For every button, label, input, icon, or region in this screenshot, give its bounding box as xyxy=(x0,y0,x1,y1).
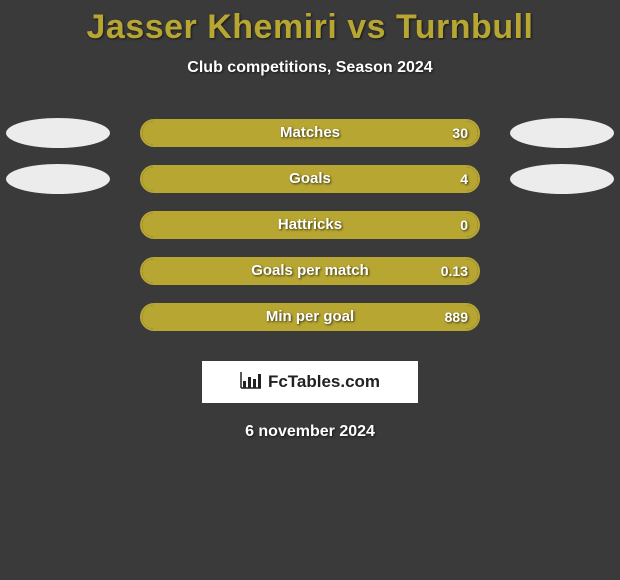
bar-track xyxy=(140,119,480,147)
stat-row: Min per goal889 xyxy=(0,303,620,331)
logo-box[interactable]: FcTables.com xyxy=(202,361,418,403)
bar-fill xyxy=(142,305,478,329)
bar-fill xyxy=(142,167,478,191)
player-oval-left xyxy=(6,164,110,194)
page-title: Jasser Khemiri vs Turnbull xyxy=(0,0,620,47)
bar-track xyxy=(140,211,480,239)
stat-row: Goals per match0.13 xyxy=(0,257,620,285)
stat-row: Matches30 xyxy=(0,119,620,147)
subtitle: Club competitions, Season 2024 xyxy=(0,59,620,77)
bar-track xyxy=(140,165,480,193)
bar-fill xyxy=(142,121,478,145)
player-oval-right xyxy=(510,118,614,148)
stat-row: Hattricks0 xyxy=(0,211,620,239)
player-oval-left xyxy=(6,118,110,148)
comparison-card: Jasser Khemiri vs Turnbull Club competit… xyxy=(0,0,620,580)
logo-text: FcTables.com xyxy=(268,372,380,392)
bar-fill xyxy=(142,213,478,237)
bar-fill xyxy=(142,259,478,283)
stat-rows: Matches30 Goals4 Hattricks0 Goals per match… xyxy=(0,119,620,331)
barchart-icon xyxy=(240,371,262,394)
bar-track xyxy=(140,257,480,285)
stat-row: Goals4 xyxy=(0,165,620,193)
date-text: 6 november 2024 xyxy=(0,423,620,441)
player-oval-right xyxy=(510,164,614,194)
bar-track xyxy=(140,303,480,331)
